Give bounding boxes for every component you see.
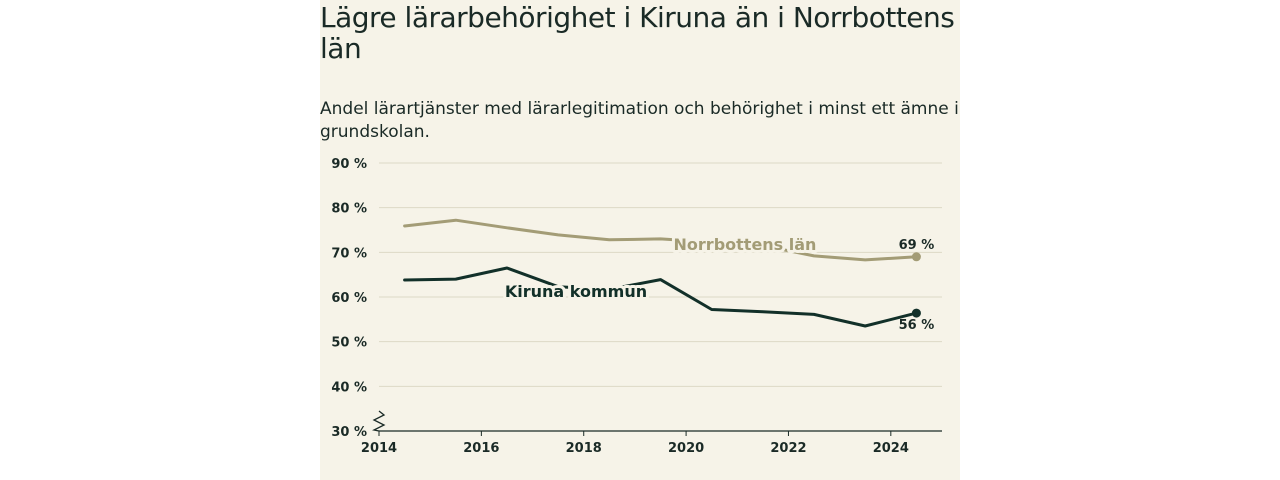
series-line-kiruna — [403, 266, 918, 328]
chart-title: Lägre lärarbehörighet i Kiruna än i Norr… — [320, 1, 955, 65]
x-tick-label: 2014 — [361, 441, 397, 456]
labels: Norrbottens län Kiruna kommun 69 % 56 % — [502, 232, 935, 333]
series-label-norrbotten-text: Norrbottens län — [674, 235, 817, 254]
x-tick-label: 2024 — [873, 441, 909, 456]
x-tick-label: 2020 — [668, 441, 704, 456]
end-value-kiruna: 56 % — [899, 318, 935, 333]
y-tick-label: 50 % — [331, 336, 367, 351]
series-label-kiruna-text: Kiruna kommun — [505, 282, 647, 301]
x-tick-label: 2018 — [566, 441, 602, 456]
y-tick-label: 90 % — [331, 157, 367, 172]
y-tick-label: 30 % — [331, 425, 367, 440]
gridlines — [379, 162, 942, 387]
chart-subtitle: Andel lärartjänster med lärarlegitimatio… — [320, 99, 959, 142]
x-tick-label: 2022 — [770, 441, 806, 456]
series-label-kiruna: Kiruna kommun — [502, 279, 650, 304]
y-tick-label: 70 % — [331, 246, 367, 261]
x-tick-label: 2016 — [463, 441, 499, 456]
y-tick-label: 80 % — [331, 202, 367, 217]
series-lines — [403, 218, 921, 328]
axes: 30 % 40 % 50 % 60 % 70 % 80 % 90 % 2014 2016 2018… — [331, 157, 942, 456]
y-tick-label: 60 % — [331, 291, 367, 306]
y-tick-label: 40 % — [331, 380, 367, 395]
series-label-norrbotten: Norrbottens län — [671, 232, 820, 257]
chart-panel: Lägre lärarbehörighet i Kiruna än i Norr… — [320, 0, 960, 480]
end-value-norrbotten: 69 % — [899, 238, 935, 253]
end-point-norrbotten — [911, 252, 921, 262]
line-chart: 30 % 40 % 50 % 60 % 70 % 80 % 90 % 2014 2016 2018… — [331, 157, 942, 456]
series-line-norrbotten — [403, 218, 918, 262]
end-point-kiruna — [911, 308, 921, 318]
axis-break-icon — [372, 410, 386, 432]
